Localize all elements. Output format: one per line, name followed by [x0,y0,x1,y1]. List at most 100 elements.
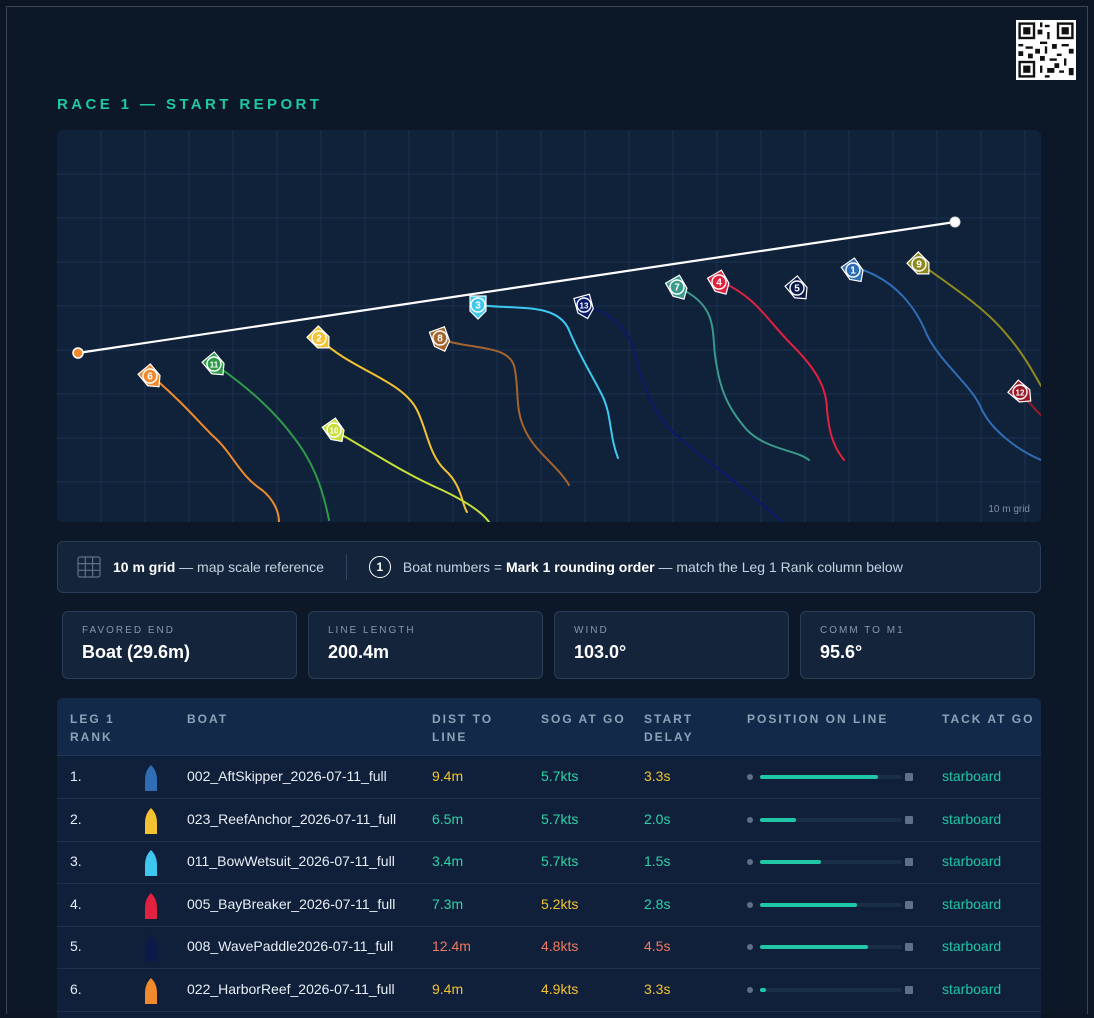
start-delay-cell: 3.3s [644,980,671,997]
rank-cell: 3. [70,853,82,869]
col-label: DIST TO LINE [432,712,494,744]
boat-color-icon [145,892,157,919]
boat-color-shape [145,892,157,919]
sog-cell: 5.2kts [541,895,579,912]
legend-boats-bold: Mark 1 rounding order [506,559,655,575]
col-sog-at-go[interactable]: SOG AT GO [541,710,626,728]
col-boat[interactable]: BOAT [187,710,228,728]
position-on-line-bar [747,858,915,866]
boat-marker-2[interactable]: 2 [306,325,335,354]
position-fill [760,860,821,864]
col-label: BOAT [187,712,229,726]
boat-marker-11[interactable]: 11 [201,351,229,380]
boat-number-badge [311,330,327,346]
table-row[interactable]: 4. 005_BayBreaker_2026-07-11_full 7.3m 5.2k… [57,884,1041,927]
position-on-line-bar [747,985,915,994]
boat-color-icon [145,977,157,1004]
boat-number-label: 7 [674,283,680,294]
stat-value: 103.0° [574,642,627,662]
pin-end-dot [747,944,753,950]
boat-marker-13[interactable]: 13 [573,293,595,320]
col-label: START DELAY [644,712,694,744]
position-fill [760,902,857,907]
boat-number-badge [789,280,805,296]
boat-marker-12[interactable]: 12 [1007,379,1036,407]
tack-cell: starboard [942,810,1002,827]
start-map[interactable]: 1 2 3 4 5 6 7 8 9 10 11 12 13 10 m grid [57,130,1041,522]
map-legend: 10 m grid — map scale reference 1 Boat n… [57,541,1041,593]
qr-code[interactable] [1016,20,1076,80]
col-tack-at-go[interactable]: TACK AT GO [942,710,1034,728]
boat-marker-10[interactable]: 10 [321,417,348,446]
boat-number-icon: 1 [368,556,391,578]
boat-number-badge [206,356,222,372]
boat-name-cell: 011_BowWetsuit_2026-07-11_full [187,853,395,869]
boat-number-label: 10 [330,427,339,436]
pin-end-dot [747,901,753,908]
legend-boats-prefix: Boat numbers = [402,559,506,575]
boat-end-square [905,773,913,781]
position-on-line-bar [747,943,915,951]
table-row[interactable]: 2. 023_ReefAnchor_2026-07-11_full 6.5m 5.7k… [57,799,1041,842]
boat-number-badge [470,297,486,313]
table-row[interactable]: 6. 022_HarborReef_2026-07-11_full 9.4m 4.9k… [57,969,1041,1012]
track-boat-7 [678,287,810,461]
dist-to-line-cell: 6.5m [432,810,464,827]
grid-icon [77,556,101,578]
rank-cell: 1. [70,768,82,784]
boat-marker-5[interactable]: 5 [784,275,812,304]
boat-marker-7[interactable]: 7 [664,274,691,303]
boat-marker-1[interactable]: 1 [840,257,867,286]
stat-line-length: LINE LENGTH 200.4m [308,611,543,679]
position-track [760,775,902,779]
start-line [77,220,956,355]
boat-number-badge [711,274,727,290]
boat-number-label: 4 [716,278,722,289]
boat-number-label: 6 [147,372,153,383]
stat-favored-end: FAVORED END Boat (29.6m) [62,611,297,679]
table-row[interactable]: 5. 008_WavePaddle2026-07-11_full 12.4m 4.8k… [57,926,1041,969]
table-row[interactable]: 1. 002_AftSkipper_2026-07-11_full 9.4m 5.7k… [57,756,1041,799]
boat-end-marker[interactable] [949,216,961,228]
col-start-delay[interactable]: START DELAY [644,710,694,746]
boat-color-icon [145,807,157,834]
col-dist-to-line[interactable]: DIST TO LINE [432,710,493,746]
boat-name-cell: 023_ReefAnchor_2026-07-11_full [187,810,397,827]
tack-cell: starboard [942,980,1002,997]
boat-end-square [905,858,913,866]
boat-marker-3[interactable]: 3 [469,295,487,320]
legend-divider [345,554,347,580]
grid-note: 10 m grid [988,504,1030,515]
pin-end-dot [747,774,753,780]
boat-number-label: 3 [475,301,481,312]
boat-name-cell: 008_WavePaddle2026-07-11_full [187,938,394,954]
boat-number-label: 1 [850,266,856,277]
table-row[interactable]: 3. 011_BowWetsuit_2026-07-11_full 3.4m 5.7k… [57,841,1041,884]
boat-end-square [905,943,913,951]
dist-to-line-cell: 9.4m [432,980,464,997]
track-boat-3 [478,304,619,459]
results-table: LEG 1 RANK BOAT DIST TO LINE SOG AT GO S… [57,698,1041,1018]
track-boat-8 [441,339,570,486]
boat-marker-6[interactable]: 6 [137,363,165,392]
track-boat-9 [921,264,1041,387]
boat-number-badge [142,368,158,384]
boat-marker-4[interactable]: 4 [706,269,733,298]
position-fill [760,775,878,779]
pin-end-marker[interactable] [72,347,84,359]
boat-marker-9[interactable]: 9 [906,251,935,280]
page-title: RACE 1 — START REPORT [57,96,323,113]
stat-label: FAVORED END [82,625,175,636]
boat-color-shape [145,765,157,791]
boat-end-square [905,900,913,909]
col-label: LEG 1 RANK [70,712,115,744]
boat-name-cell: 005_BayBreaker_2026-07-11_full [187,895,396,912]
dist-to-line-cell: 12.4m [432,938,471,954]
col-position-on-line[interactable]: POSITION ON LINE [747,710,888,728]
col-label: TACK AT GO [942,712,1035,726]
boat-number-badge [911,256,927,272]
boat-marker-8[interactable]: 8 [428,326,452,354]
tack-cell: starboard [942,853,1002,869]
col-leg1-rank[interactable]: LEG 1 RANK [70,710,115,746]
boat-number-label: 12 [1016,389,1025,398]
